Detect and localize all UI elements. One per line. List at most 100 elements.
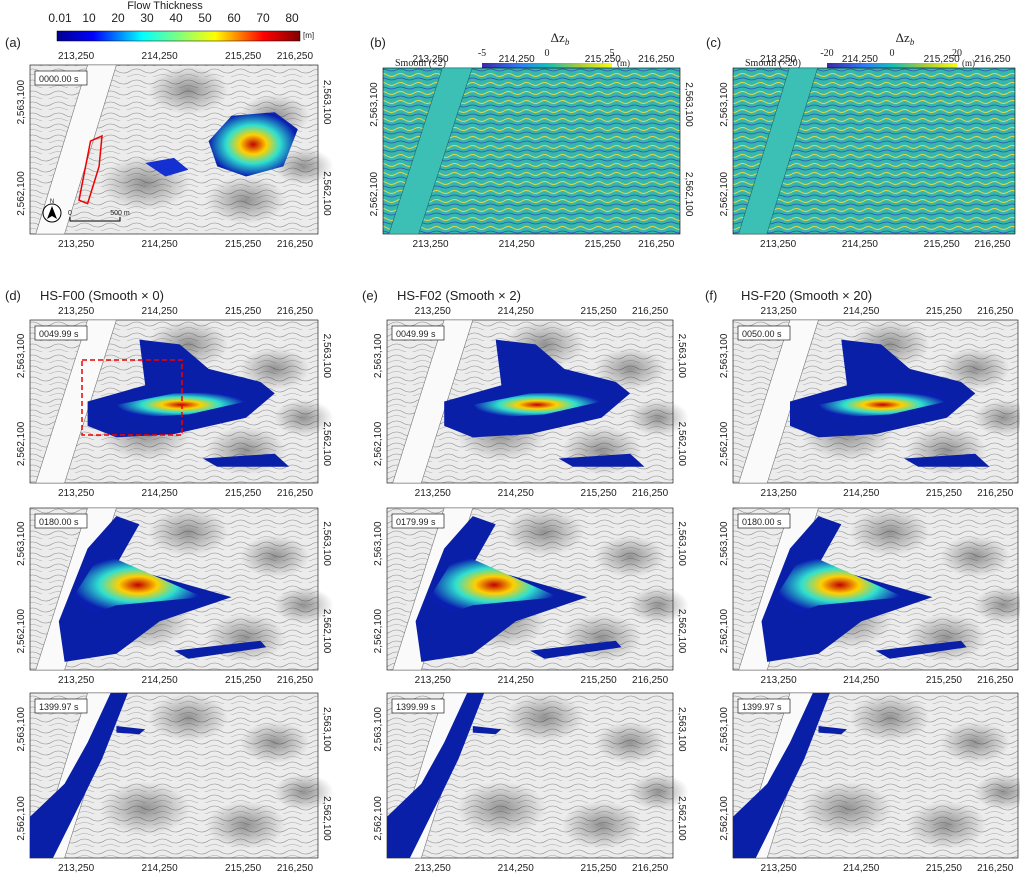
x-tick-label: 215,250: [926, 488, 963, 499]
y-tick-label: 2,563,100: [719, 707, 730, 752]
y-tick-label: 2,563,100: [719, 333, 730, 378]
colorbar-title: Δzb: [551, 30, 570, 47]
x-tick-label: 215,250: [225, 675, 262, 686]
time-label: 1399.99 s: [396, 702, 436, 712]
y-tick-label: 2,563,100: [373, 707, 384, 752]
y-tick-label: 2,562,100: [373, 421, 384, 466]
y-tick-label: 2,562,100: [719, 171, 730, 216]
y-tick-label: 2,562,100: [719, 796, 730, 841]
hillshade: [148, 694, 228, 742]
x-tick-label: 213,250: [58, 675, 95, 686]
x-tick-label: 216,250: [977, 675, 1014, 686]
y-tick-label: 2,563,100: [676, 334, 687, 379]
hillshade: [940, 536, 1010, 578]
y-tick-label: 2,563,100: [321, 80, 332, 125]
x-tick-label: 216,250: [977, 306, 1014, 317]
time-label: 0049.99 s: [39, 329, 79, 339]
smooth-note: Smooth (×2): [395, 58, 446, 69]
x-tick-label: 214,250: [499, 54, 536, 65]
x-tick-label: 216,250: [977, 488, 1014, 499]
x-tick-label: 216,250: [277, 239, 314, 250]
time-label: 0000.00 s: [39, 74, 79, 84]
x-tick-label: 214,250: [498, 306, 535, 317]
hillshade: [562, 426, 642, 474]
colorbar-label: 30: [140, 11, 154, 25]
time-label: 0180.00 s: [742, 517, 782, 527]
colorbar-title: Δzb: [896, 30, 915, 47]
x-tick-label: 213,250: [58, 239, 95, 250]
y-tick-label: 2,563,100: [321, 521, 332, 566]
y-tick-label: 2,563,100: [321, 334, 332, 379]
x-tick-label: 215,250: [585, 54, 622, 65]
colorbar-label: -20: [820, 48, 833, 59]
panel-title: HS-F00 (Smooth × 0): [40, 288, 164, 303]
x-tick-label: 214,250: [498, 863, 535, 874]
y-tick-label: 2,562,100: [16, 171, 27, 216]
x-tick-label: 214,250: [498, 675, 535, 686]
y-tick-label: 2,563,100: [369, 82, 380, 127]
y-tick-label: 2,562,100: [676, 422, 687, 467]
x-tick-label: 214,250: [142, 488, 179, 499]
x-tick-label: 213,250: [415, 863, 452, 874]
x-tick-label: 215,250: [926, 675, 963, 686]
x-tick-label: 213,250: [761, 675, 798, 686]
x-tick-label: 215,250: [225, 488, 262, 499]
time-label: 0050.00 s: [742, 329, 782, 339]
time-label: 0049.99 s: [396, 329, 436, 339]
x-tick-label: 213,250: [415, 306, 452, 317]
y-tick-label: 2,562,100: [719, 608, 730, 653]
x-tick-label: 216,250: [277, 488, 314, 499]
panel-label: (e): [362, 288, 378, 303]
hillshade: [562, 801, 642, 849]
y-tick-label: 2,563,100: [373, 333, 384, 378]
x-tick-label: 216,250: [632, 488, 669, 499]
panel-label: (a): [5, 35, 21, 50]
time-label: 1399.97 s: [742, 702, 782, 712]
time-label: 1399.97 s: [39, 702, 79, 712]
y-tick-label: 2,563,100: [373, 521, 384, 566]
colorbar-label: 10: [82, 11, 96, 25]
x-tick-label: 215,250: [225, 239, 262, 250]
y-tick-label: 2,562,100: [321, 171, 332, 216]
map: [733, 68, 1015, 234]
x-tick-label: 213,250: [412, 239, 449, 250]
y-tick-label: 2,562,100: [373, 608, 384, 653]
y-tick-label: 2,563,100: [676, 707, 687, 752]
x-tick-label: 215,250: [225, 51, 262, 62]
map: [383, 68, 680, 234]
colorbar-label: 70: [256, 11, 270, 25]
colorbar-label: 40: [169, 11, 183, 25]
panel-title: HS-F02 (Smooth × 2): [397, 288, 521, 303]
colorbar-label: 20: [111, 11, 125, 25]
x-tick-label: 214,250: [142, 675, 179, 686]
hillshade: [850, 508, 930, 556]
x-tick-label: 216,250: [977, 863, 1014, 874]
x-tick-label: 213,250: [415, 675, 452, 686]
x-tick-label: 216,250: [632, 675, 669, 686]
y-tick-label: 2,563,100: [16, 707, 27, 752]
x-tick-label: 215,250: [585, 239, 622, 250]
hillshade: [206, 614, 286, 662]
x-tick-label: 214,250: [142, 239, 179, 250]
x-tick-label: 215,250: [581, 306, 618, 317]
x-tick-label: 213,250: [58, 863, 95, 874]
x-tick-label: 215,250: [926, 863, 963, 874]
hillshade: [802, 782, 892, 836]
x-tick-label: 216,250: [277, 675, 314, 686]
time-label: 0179.99 s: [396, 517, 436, 527]
x-tick-label: 216,250: [974, 54, 1011, 65]
x-tick-label: 213,250: [58, 488, 95, 499]
x-tick-label: 213,250: [58, 51, 95, 62]
panel-label: (c): [706, 35, 721, 50]
y-tick-label: 2,563,100: [321, 707, 332, 752]
time-label: 0180.00 s: [39, 517, 79, 527]
colorbar-label: -5: [478, 48, 486, 59]
hillshade: [240, 536, 310, 578]
y-tick-label: 2,563,100: [16, 521, 27, 566]
y-tick-label: 2,562,100: [321, 609, 332, 654]
hillshade: [940, 722, 1010, 764]
x-tick-label: 214,250: [498, 488, 535, 499]
hillshade: [504, 508, 584, 556]
y-tick-label: 2,562,100: [369, 171, 380, 216]
x-tick-label: 215,250: [581, 863, 618, 874]
